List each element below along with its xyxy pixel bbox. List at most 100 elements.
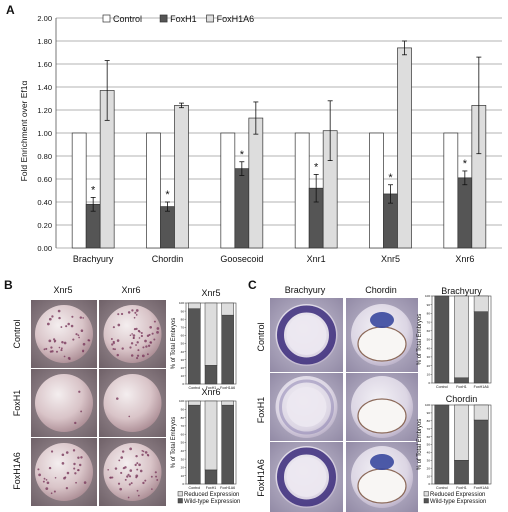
stain-spot [135, 309, 139, 312]
stain-spot [45, 487, 49, 490]
blastopore-region [357, 398, 407, 434]
bar-foxh1 [457, 177, 473, 249]
chart-ylabel: % of Total Embryos [417, 419, 423, 471]
stacked-bar-segment [221, 314, 234, 385]
stain-spot [107, 468, 110, 471]
y-tick-label: 0.40 [37, 198, 52, 207]
category-label: Xnr1 [307, 254, 326, 264]
bar-control [443, 132, 459, 249]
category-label: Brachyury [73, 254, 114, 264]
legend-label: Wild-type Expression [430, 499, 486, 505]
y-tick-label: 30 [181, 457, 185, 461]
stain-spot [48, 317, 52, 321]
stain-spot [114, 467, 118, 470]
category-label: FoxH1A6 [220, 386, 235, 390]
y-tick-label: 80 [427, 419, 431, 423]
y-tick-label: 20 [427, 364, 431, 368]
stain-spot [135, 327, 138, 330]
stacked-bar-segment [454, 377, 469, 384]
stain-spot [58, 316, 61, 320]
stacked-bar-segment [221, 404, 234, 485]
stain-spot [37, 468, 40, 471]
embryo-center [286, 457, 327, 497]
stain-spot [51, 315, 54, 318]
stain-spot [127, 311, 131, 314]
panel-b-label: B [4, 278, 13, 292]
stain-spot [133, 328, 137, 331]
y-tick-label: 100 [425, 403, 430, 407]
stain-spot [140, 334, 144, 338]
embryo [103, 374, 162, 432]
stain-spot [80, 329, 84, 332]
y-tick-label: 60 [427, 329, 431, 333]
stain-spot [38, 473, 41, 477]
significance-marker: * [165, 189, 170, 201]
legend-label: Control [113, 14, 142, 24]
y-tick-label: 70 [181, 326, 185, 330]
c-row-foxh1: FoxH1 [256, 397, 266, 424]
y-tick-label: 1.20 [37, 106, 52, 115]
chart-title: Chordin [446, 394, 478, 404]
legend-swatch [177, 491, 183, 497]
bar-foxh1 [234, 168, 250, 249]
y-tick-label: 70 [181, 424, 185, 428]
stain-spot [132, 336, 135, 339]
stain-spot [155, 475, 158, 478]
embryo-center [286, 315, 327, 355]
stain-spot [137, 494, 140, 497]
stain-spot [50, 492, 53, 495]
significance-marker: * [388, 172, 393, 184]
bar-control [294, 132, 310, 249]
stain-spot [87, 339, 90, 342]
stain-spot [131, 309, 134, 312]
stain-spot [149, 325, 153, 329]
stain-spot [65, 325, 68, 328]
stain-spot [72, 338, 75, 341]
stain-spot [79, 316, 83, 319]
chart-a-ylabel: Fold Enrichment over Ef1α [19, 81, 29, 182]
y-tick-label: 20 [427, 466, 431, 470]
stain-spot [151, 332, 154, 335]
chart-a: * * * * * * 0.00 0.20 0.40 0.60 0.80 1.00 1.20 1.40 1… [19, 14, 502, 264]
stain-spot [61, 341, 64, 344]
stain-spot [150, 475, 153, 478]
bar-control [71, 132, 87, 249]
stain-spot [53, 490, 56, 493]
stacked-bar-segment [434, 295, 450, 384]
stain-spot [116, 339, 120, 342]
stain-spot [81, 349, 85, 352]
chart-ylabel: % of Total Embryos [171, 417, 177, 469]
legend-swatch [159, 14, 168, 23]
stain-spot [146, 453, 149, 456]
stain-spot [136, 468, 139, 471]
stain-spot [63, 355, 66, 358]
y-tick-label: 10 [427, 474, 431, 478]
stain-spot [112, 326, 115, 329]
chart-b-xnr5: Xnr5 % of Total Embryos 0 10 20 30 40 50 60 70 80 9… [171, 288, 237, 390]
stain-spot [73, 467, 76, 470]
stain-spot [127, 496, 130, 499]
stain-spot [120, 312, 124, 316]
legend-swatch [423, 491, 429, 497]
stain-spot [156, 479, 159, 481]
y-tick-label: 2.00 [37, 14, 52, 23]
stain-spot [138, 463, 141, 467]
stain-spot [77, 334, 80, 337]
stain-spot [124, 478, 127, 481]
stain-spot [57, 309, 61, 313]
stain-spot [130, 354, 134, 357]
stain-spot [112, 348, 115, 350]
stacked-bar-segment [473, 419, 489, 485]
y-tick-label: 60 [427, 435, 431, 439]
stain-spot [77, 469, 80, 472]
y-tick-label: 0 [182, 382, 184, 386]
stacked-bar-segment [454, 404, 469, 461]
y-tick-label: 1.80 [37, 37, 52, 46]
y-tick-label: 90 [181, 309, 185, 313]
y-tick-label: 50 [427, 443, 431, 447]
stain-spot [139, 469, 143, 473]
stain-spot [129, 334, 132, 337]
stain-spot [58, 346, 61, 349]
y-tick-label: 1.60 [37, 60, 52, 69]
y-tick-label: 50 [427, 338, 431, 342]
